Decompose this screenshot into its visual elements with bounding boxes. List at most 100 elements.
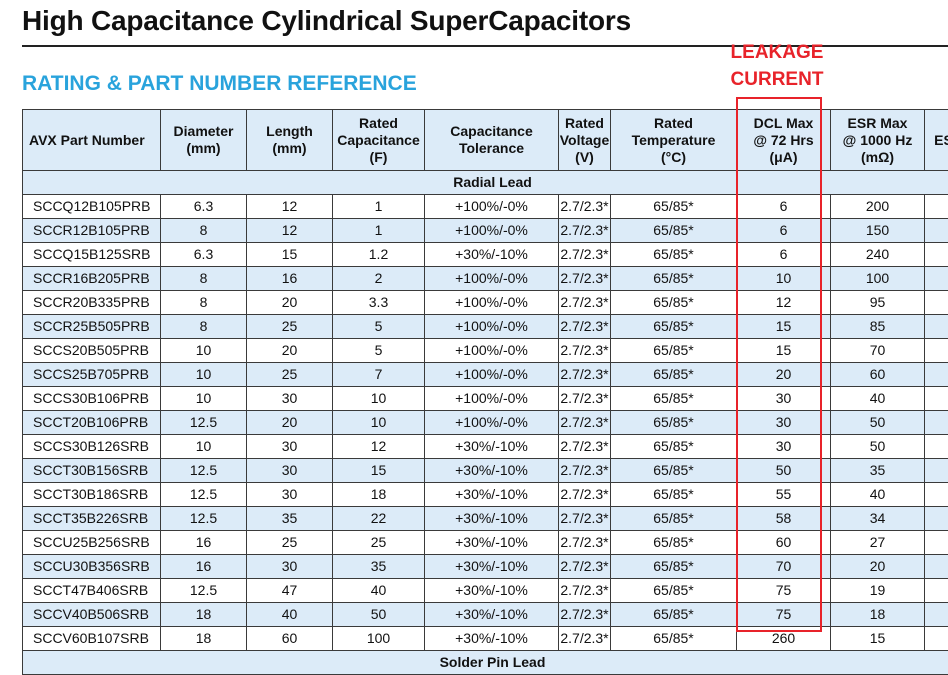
- table-cell: 2: [333, 267, 425, 291]
- table-cell-truncated: [925, 243, 948, 267]
- table-cell: 200: [831, 195, 925, 219]
- table-cell: 65/85*: [611, 195, 737, 219]
- table-cell-truncated: [925, 315, 948, 339]
- table-cell-truncated: [925, 627, 948, 651]
- table-cell: 12: [333, 435, 425, 459]
- part-number-cell: SCCT20B106PRB: [23, 411, 161, 435]
- table-cell: 2.7/2.3*: [559, 483, 611, 507]
- table-cell: 12: [247, 195, 333, 219]
- table-cell: 12.5: [161, 459, 247, 483]
- annotation-line-2: CURRENT: [722, 66, 832, 93]
- table-cell: 15: [333, 459, 425, 483]
- column-header-line: (mm): [247, 140, 332, 157]
- table-cell: 20: [247, 411, 333, 435]
- table-cell: 10: [333, 387, 425, 411]
- column-header-line: (μA): [737, 149, 830, 166]
- table-cell: 2.7/2.3*: [559, 555, 611, 579]
- table-cell: 6: [737, 219, 831, 243]
- table-cell: 100: [333, 627, 425, 651]
- table-cell: 25: [247, 363, 333, 387]
- table-cell: 30: [247, 555, 333, 579]
- column-header-line: Temperature: [611, 132, 736, 149]
- table-cell: 1: [333, 195, 425, 219]
- table-cell: +30%/-10%: [425, 603, 559, 627]
- table-cell: 2.7/2.3*: [559, 195, 611, 219]
- table-cell: +30%/-10%: [425, 483, 559, 507]
- table-cell: +100%/-0%: [425, 339, 559, 363]
- table-cell-truncated: [925, 363, 948, 387]
- column-header-2: Length(mm): [247, 110, 333, 171]
- table-cell: 5: [333, 339, 425, 363]
- table-cell: 18: [161, 603, 247, 627]
- table-cell: +100%/-0%: [425, 267, 559, 291]
- table-cell: 50: [831, 435, 925, 459]
- table-cell: 50: [737, 459, 831, 483]
- table-cell: 65/85*: [611, 555, 737, 579]
- part-number-cell: SCCT35B226SRB: [23, 507, 161, 531]
- table-cell: 34: [831, 507, 925, 531]
- column-header-line: (V): [559, 149, 610, 166]
- table-cell: 22: [333, 507, 425, 531]
- table-cell: +30%/-10%: [425, 555, 559, 579]
- table-cell: 58: [737, 507, 831, 531]
- table-cell: 65/85*: [611, 291, 737, 315]
- table-cell-truncated: [925, 195, 948, 219]
- table-cell: +100%/-0%: [425, 195, 559, 219]
- section-title: RATING & PART NUMBER REFERENCE: [22, 72, 417, 96]
- table-cell: 18: [161, 627, 247, 651]
- column-header-line: Capacitance: [425, 123, 558, 140]
- column-header-line: Length: [247, 123, 332, 140]
- table-cell: 18: [831, 603, 925, 627]
- page-title: High Capacitance Cylindrical SuperCapaci…: [22, 5, 631, 37]
- table-cell: +30%/-10%: [425, 243, 559, 267]
- table-cell: 20: [247, 339, 333, 363]
- table-cell: 15: [737, 339, 831, 363]
- leakage-current-annotation: LEAKAGE CURRENT: [722, 39, 832, 93]
- table-cell: 40: [831, 483, 925, 507]
- table-cell: 47: [247, 579, 333, 603]
- table-cell: 30: [247, 459, 333, 483]
- table-cell: 40: [247, 603, 333, 627]
- table-cell: 10: [161, 363, 247, 387]
- table-cell: 30: [737, 435, 831, 459]
- table-cell: 70: [831, 339, 925, 363]
- table-cell: 25: [247, 531, 333, 555]
- table-cell: 2.7/2.3*: [559, 243, 611, 267]
- table-cell: 2.7/2.3*: [559, 531, 611, 555]
- table-cell: 27: [831, 531, 925, 555]
- table-cell-truncated: [925, 531, 948, 555]
- part-number-cell: SCCV60B107SRB: [23, 627, 161, 651]
- part-number-cell: SCCV40B506SRB: [23, 603, 161, 627]
- table-cell: +100%/-0%: [425, 219, 559, 243]
- table-cell: 6: [737, 195, 831, 219]
- part-number-cell: SCCS25B705PRB: [23, 363, 161, 387]
- table-cell: 1.2: [333, 243, 425, 267]
- column-header-line: Voltage: [559, 132, 610, 149]
- column-header-line: (°C): [611, 149, 736, 166]
- annotation-line-1: LEAKAGE: [722, 39, 832, 66]
- table-cell: +100%/-0%: [425, 363, 559, 387]
- table-cell-truncated: [925, 291, 948, 315]
- table-cell: 15: [737, 315, 831, 339]
- table-cell: 6: [737, 243, 831, 267]
- column-header-line: (mΩ): [831, 149, 924, 166]
- part-number-cell: SCCU30B356SRB: [23, 555, 161, 579]
- table-cell: 100: [831, 267, 925, 291]
- column-header-9: ES: [925, 110, 948, 171]
- table-cell: 260: [737, 627, 831, 651]
- part-number-cell: SCCQ12B105PRB: [23, 195, 161, 219]
- table-cell: 65/85*: [611, 315, 737, 339]
- column-header-1: Diameter(mm): [161, 110, 247, 171]
- table-cell: 25: [247, 315, 333, 339]
